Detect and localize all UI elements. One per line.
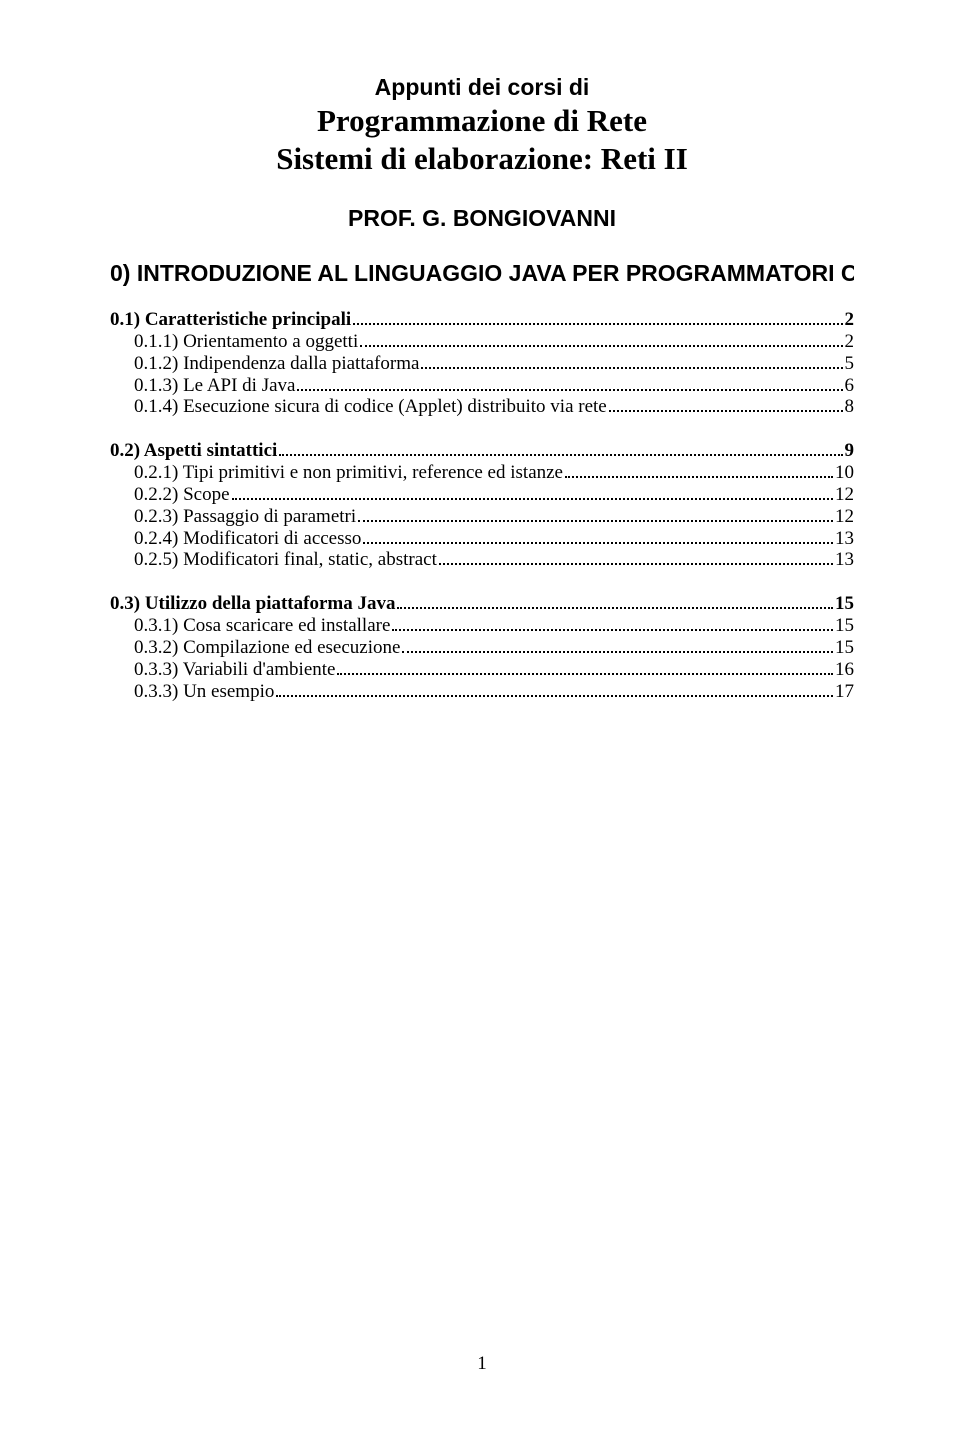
toc-row-label: 0.3.1) Cosa scaricare ed installare [134,615,390,637]
toc-gap [110,571,854,593]
toc-row-page: 9 [845,440,855,462]
page-number: 1 [110,1353,854,1375]
toc-row-page: 15 [835,615,854,637]
toc-row: 0.1.2) Indipendenza dalla piattaforma 5 [110,353,854,375]
toc-leader-dots [232,489,833,500]
toc-row: 0.2.2) Scope 12 [110,484,854,506]
toc-row-label: 0.2.5) Modificatori final, static, abstr… [134,549,437,571]
toc-row-page: 16 [835,659,854,681]
toc-row-label: 0.1.1) Orientamento a oggetti [134,331,358,353]
toc-row-label: 0.2.1) Tipi primitivi e non primitivi, r… [134,462,563,484]
toc-row-label: 0.1) Caratteristiche principali [110,309,351,331]
toc-row-page: 12 [835,506,854,528]
toc-row: 0.2) Aspetti sintattici 9 [110,440,854,462]
toc-row-page: 5 [845,353,855,375]
toc-leader-dots [363,533,833,544]
toc-row-page: 13 [835,549,854,571]
toc-row-page: 6 [845,375,855,397]
toc-row-page: 15 [835,637,854,659]
toc-leader-dots [565,467,833,478]
toc-leader-dots [397,598,833,609]
toc-leader-dots [297,380,842,391]
toc-row-page: 2 [845,331,855,353]
toc-row-label: 0.2) Aspetti sintattici [110,440,277,462]
title-line-1: Programmazione di Rete [110,103,854,139]
toc-row-label: 0.3) Utilizzo della piattaforma Java [110,593,395,615]
toc-row: 0.2.5) Modificatori final, static, abstr… [110,549,854,571]
toc-leader-dots [392,620,833,631]
toc-row-label: 0.3.3) Variabili d'ambiente [134,659,335,681]
toc-row: 0.2.1) Tipi primitivi e non primitivi, r… [110,462,854,484]
toc-row: 0.1.1) Orientamento a oggetti 2 [110,331,854,353]
toc-leader-dots [402,642,833,653]
toc-row: 0.2.4) Modificatori di accesso 13 [110,528,854,550]
toc-row-page: 2 [845,309,855,331]
toc-leader-dots [279,445,842,456]
toc-row-page: 17 [835,681,854,703]
toc-row-label: 0.1.2) Indipendenza dalla piattaforma [134,353,419,375]
toc-row-label: 0.2.2) Scope [134,484,230,506]
toc-row: 0.1.3) Le API di Java 6 [110,375,854,397]
toc-chapter-label: 0) INTRODUZIONE AL LINGUAGGIO JAVA PER P… [110,260,854,287]
toc-row: 0.3.2) Compilazione ed esecuzione 15 [110,637,854,659]
toc-row-page: 10 [835,462,854,484]
toc-row-label: 0.2.3) Passaggio di parametri [134,506,356,528]
toc-row-label: 0.3.2) Compilazione ed esecuzione [134,637,400,659]
toc-row: 0.3.3) Un esempio 17 [110,681,854,703]
toc-leader-dots [276,686,833,697]
toc-chapter-row: 0) INTRODUZIONE AL LINGUAGGIO JAVA PER P… [110,260,854,287]
toc-container: 0.1) Caratteristiche principali20.1.1) O… [110,309,854,703]
toc-row: 0.3.1) Cosa scaricare ed installare 15 [110,615,854,637]
toc-row-page: 8 [845,396,855,418]
toc-row: 0.3) Utilizzo della piattaforma Java 15 [110,593,854,615]
toc-row-label: 0.1.4) Esecuzione sicura di codice (Appl… [134,396,607,418]
toc-row: 0.1) Caratteristiche principali 2 [110,309,854,331]
toc-leader-dots [439,555,833,566]
toc-leader-dots [360,336,842,347]
toc-row-label: 0.3.3) Un esempio [134,681,274,703]
toc-row-page: 13 [835,528,854,550]
toc-leader-dots [353,314,842,325]
toc-gap [110,418,854,440]
pretitle: Appunti dei corsi di [110,74,854,101]
toc-row: 0.3.3) Variabili d'ambiente 16 [110,659,854,681]
toc-row-page: 12 [835,484,854,506]
toc-row-label: 0.1.3) Le API di Java [134,375,295,397]
toc-row: 0.2.3) Passaggio di parametri 12 [110,506,854,528]
toc-leader-dots [337,664,833,675]
toc-leader-dots [421,358,842,369]
toc-leader-dots [358,511,833,522]
toc-row: 0.1.4) Esecuzione sicura di codice (Appl… [110,396,854,418]
title-line-2: Sistemi di elaborazione: Reti II [110,141,854,177]
professor-name: PROF. G. BONGIOVANNI [110,205,854,232]
toc-row-label: 0.2.4) Modificatori di accesso [134,528,361,550]
toc-row-page: 15 [835,593,854,615]
toc-leader-dots [609,402,843,413]
